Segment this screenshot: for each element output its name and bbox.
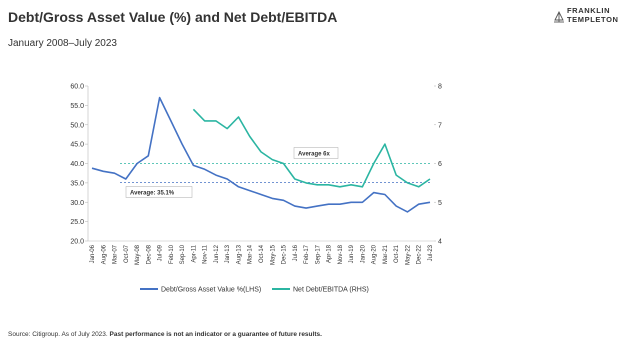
x-tick-label: Mar-21 [383, 244, 389, 264]
x-tick-label: Jun-12 [214, 244, 220, 263]
y-tick-label: 45.0 [70, 142, 84, 149]
logo-icon [554, 10, 564, 23]
x-tick-label: Feb-10 [169, 244, 175, 264]
y2-tick-label: 5 [438, 200, 442, 207]
x-tick-label: Jan-13 [225, 244, 231, 263]
y-tick-label: 50.0 [70, 122, 84, 129]
x-tick-label: Oct-21 [394, 244, 400, 263]
logo-text: FRANKLIN [567, 6, 610, 15]
x-tick-label: Dec-08 [146, 244, 152, 264]
y-tick-label: 30.0 [70, 200, 84, 207]
x-tick-label: May-08 [135, 244, 141, 265]
source-note: Source: Citigroup. As of July 2023. Past… [8, 331, 322, 338]
y2-tick-label: 4 [438, 239, 442, 246]
x-tick-label: Feb-17 [304, 244, 310, 264]
data-line [91, 96, 431, 213]
y-tick-label: 60.0 [70, 84, 84, 91]
x-tick-label: Oct-14 [259, 244, 265, 263]
y-tick-label: 25.0 [70, 219, 84, 226]
x-tick-label: Dec-22 [417, 244, 423, 264]
x-tick-label: Apr-11 [191, 244, 197, 262]
y-tick-label: 35.0 [70, 180, 84, 187]
x-tick-label: Mar-14 [248, 244, 254, 264]
legend-label: Debt/Gross Asset Value %(LHS) [161, 287, 261, 294]
annotation-box [125, 186, 193, 198]
x-tick-label: May-22 [405, 244, 411, 265]
x-tick-label: Jan-20 [360, 244, 366, 263]
x-tick-label: Sep-10 [180, 244, 186, 264]
x-tick-label: Jul-16 [293, 244, 299, 261]
y2-tick-label: 8 [438, 84, 442, 91]
annotation-text: Average 6x [298, 152, 330, 158]
annotation-text: Average: 35.1% [130, 190, 175, 196]
x-tick-label: Aug-13 [236, 244, 242, 264]
x-tick-label: Dec-15 [282, 244, 288, 264]
x-tick-label: Jun-19 [349, 244, 355, 263]
x-tick-label: Mar-07 [113, 244, 119, 264]
chart-subtitle: January 2008–July 2023 [8, 38, 117, 49]
annotation-box [293, 147, 339, 159]
chart-title: Debt/Gross Asset Value (%) and Net Debt/… [8, 9, 337, 25]
x-tick-label: May-15 [270, 244, 276, 265]
logo: FRANKLIN TEMPLETON [554, 6, 619, 24]
x-tick-label: Sep-17 [315, 244, 321, 264]
source-bold: Past performance is not an indicator or … [110, 331, 323, 338]
y2-tick-label: 7 [438, 122, 442, 129]
y2-tick-label: 6 [438, 161, 442, 168]
x-tick-label: Oct-07 [124, 244, 130, 263]
x-tick-label: Aug-06 [101, 244, 107, 264]
x-tick-label: Nov-11 [203, 244, 209, 264]
logo-text: TEMPLETON [567, 15, 619, 24]
y-tick-label: 40.0 [70, 161, 84, 168]
y-tick-label: 55.0 [70, 103, 84, 110]
x-tick-label: Jul-23 [428, 244, 434, 261]
x-tick-label: Apr-18 [327, 244, 333, 263]
x-tick-label: Jan-06 [90, 244, 96, 263]
x-tick-label: Nov-18 [338, 244, 344, 264]
x-tick-label: Aug-20 [372, 244, 378, 264]
data-line [192, 108, 431, 188]
y-tick-label: 20.0 [70, 239, 84, 246]
legend-label: Net Debt/EBITDA (RHS) [293, 287, 369, 294]
x-tick-label: Jul-09 [158, 244, 164, 261]
source: Source: Citigroup. As of July 2023. [8, 331, 110, 338]
